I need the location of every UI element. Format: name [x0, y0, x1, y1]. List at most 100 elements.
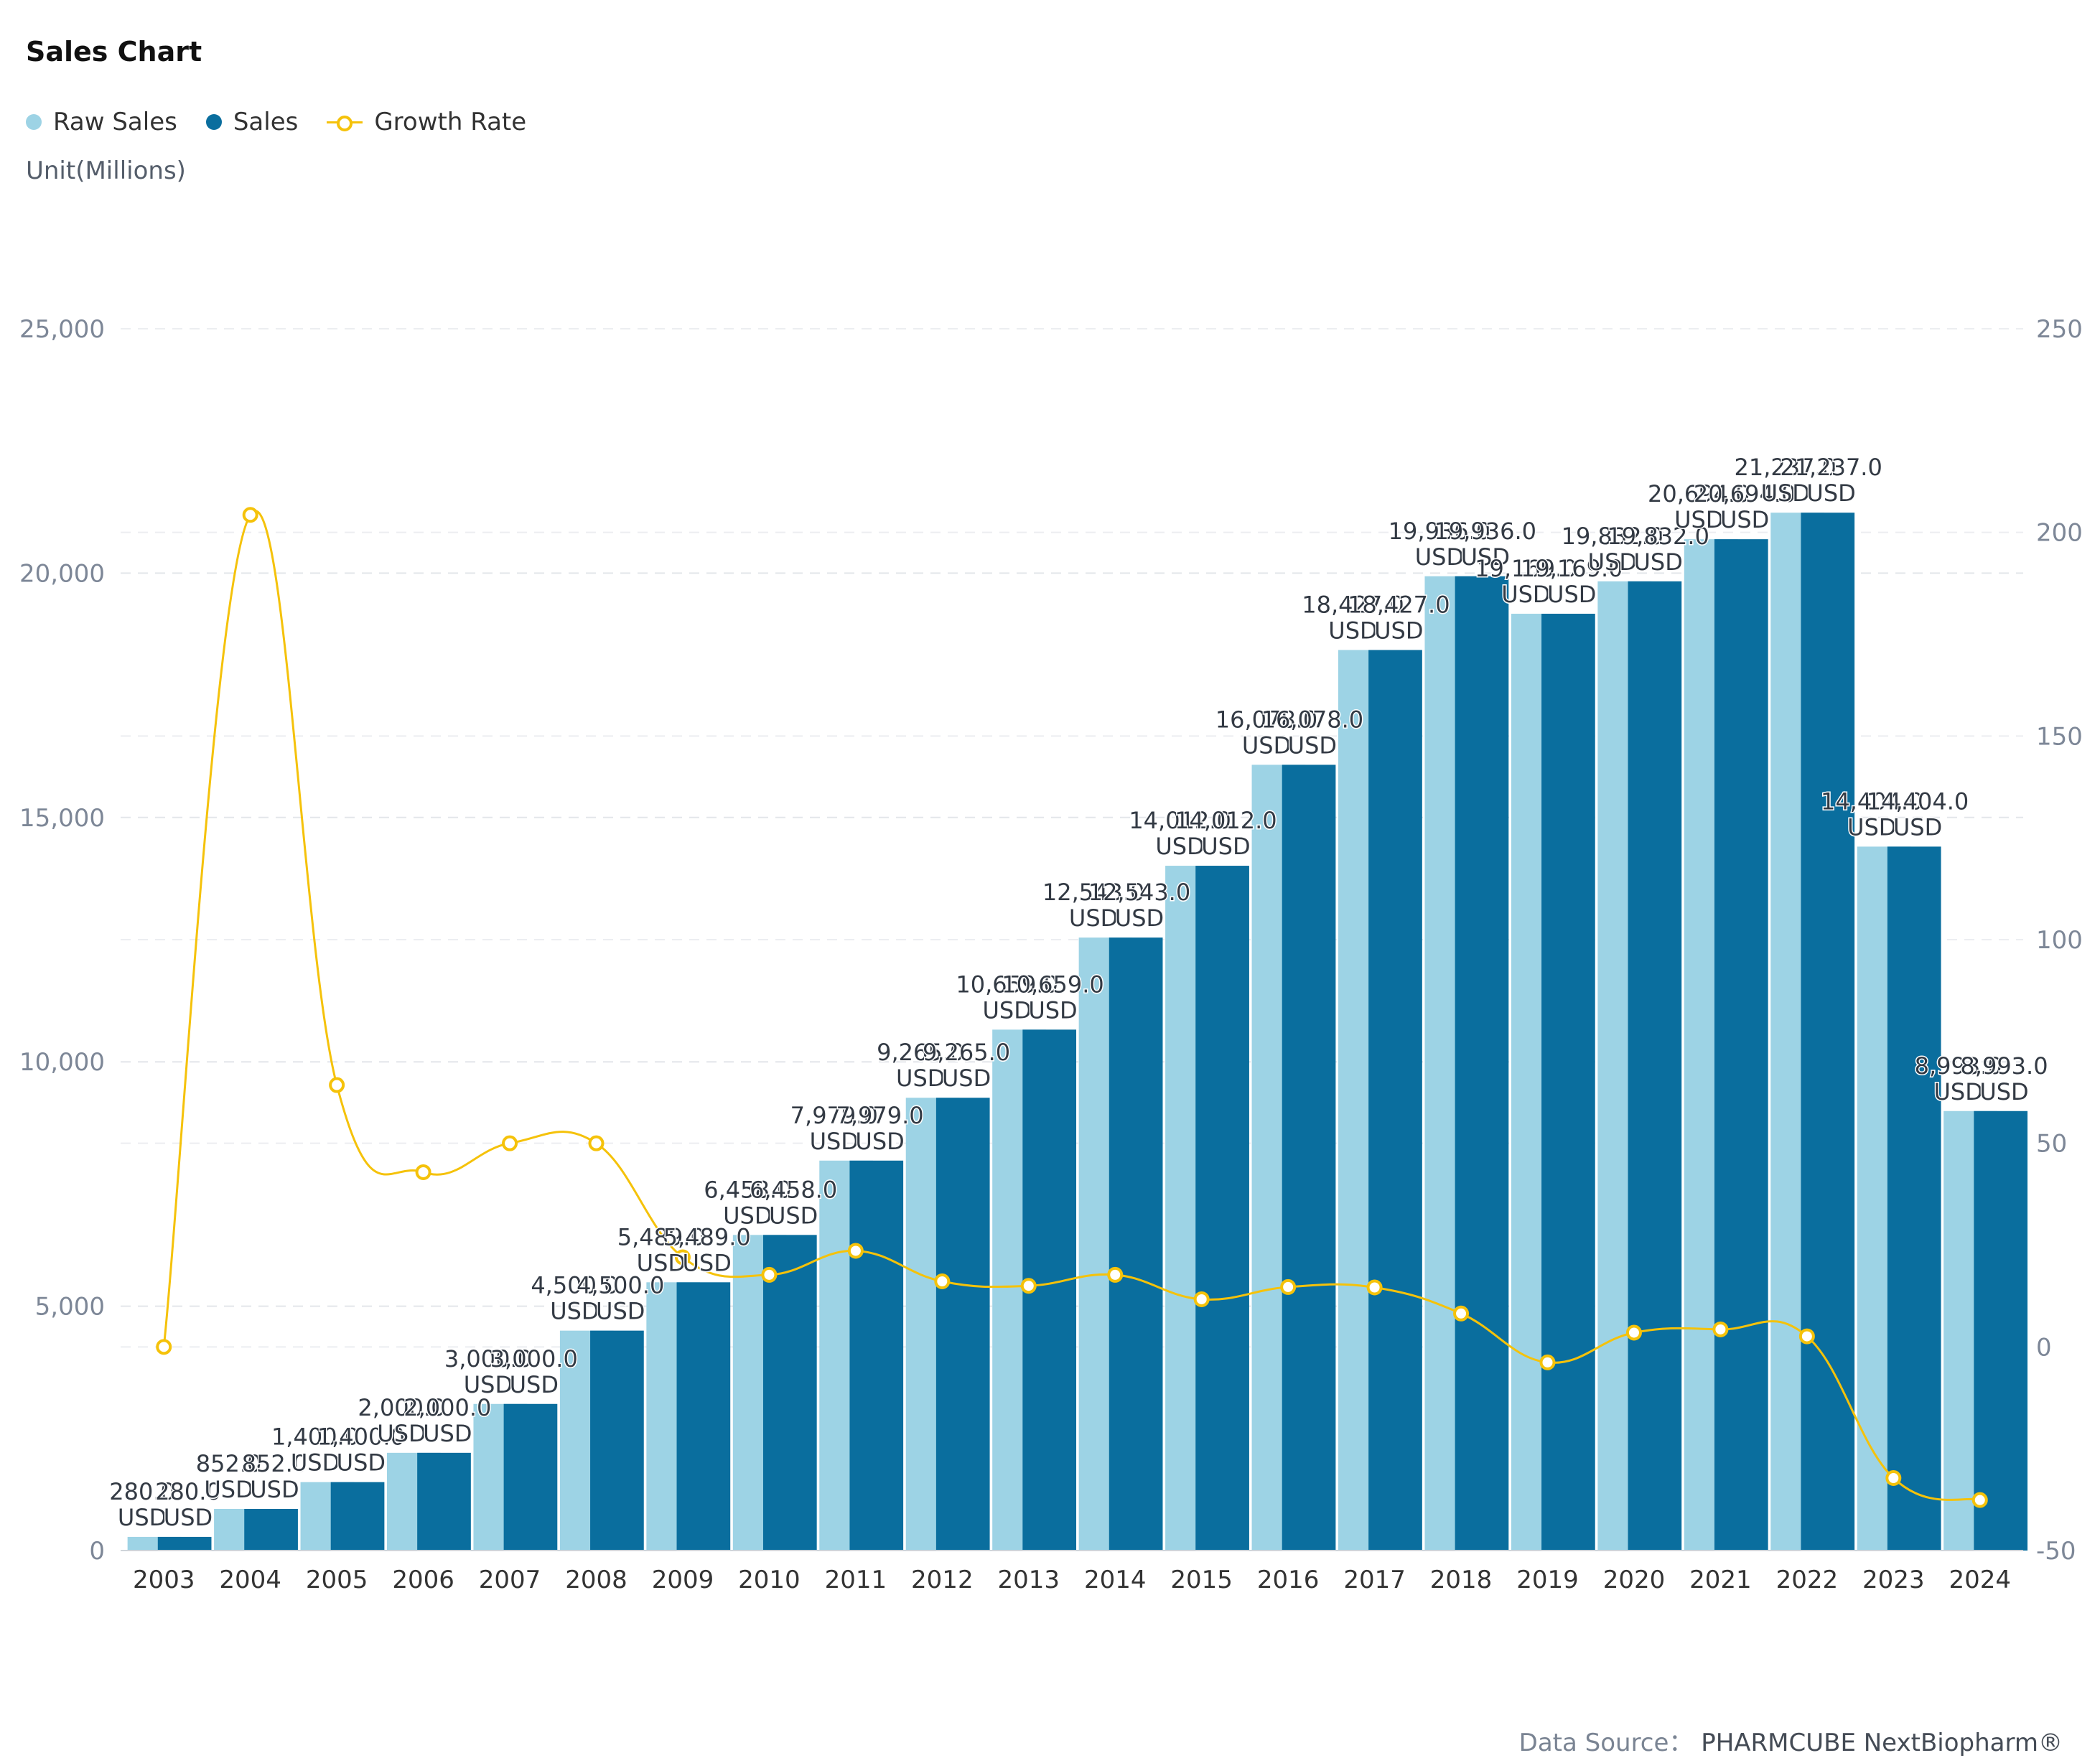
data-label-unit: USD	[1847, 813, 1896, 841]
data-label-value: 5,489.0	[617, 1223, 705, 1250]
growth-rate-point	[761, 1266, 778, 1283]
data-label-value: 7,979.0	[836, 1102, 924, 1129]
x-tick-label: 2021	[1689, 1566, 1752, 1594]
y-left-tick-label: 20,000	[19, 559, 105, 588]
data-label-unit: USD	[723, 1202, 772, 1229]
growth-rate-point	[1280, 1278, 1297, 1295]
data-label-unit: USD	[377, 1420, 426, 1447]
y-right-tick-label: 50	[2036, 1130, 2067, 1159]
growth-rate-point	[329, 1077, 345, 1093]
data-label-unit: USD	[510, 1371, 559, 1398]
data-label-value: 20,694.0	[1694, 480, 1796, 508]
data-label-value: 852.0	[242, 1450, 308, 1477]
legend-label: Raw Sales	[53, 108, 177, 136]
data-label-unit: USD	[1201, 833, 1250, 860]
bar-sales	[1195, 866, 1249, 1551]
data-label-unit: USD	[1720, 506, 1769, 533]
growth-rate-point	[588, 1135, 605, 1151]
data-label-value: 280.0	[155, 1478, 221, 1505]
data-label-unit: USD	[682, 1249, 731, 1276]
growth-rate-point	[1453, 1305, 1470, 1322]
data-label-unit: USD	[1115, 904, 1164, 932]
data-label-unit: USD	[1028, 996, 1077, 1024]
data-label-value: 7,979.0	[790, 1102, 878, 1129]
unit-label: Unit(Millions)	[26, 156, 186, 185]
growth-rate-point	[1107, 1266, 1124, 1283]
data-source-prefix: Data Source：	[1518, 1729, 1694, 1757]
x-tick-label: 2008	[565, 1566, 627, 1594]
x-tick-label: 2007	[479, 1566, 541, 1594]
data-label-value: 18,427.0	[1348, 591, 1450, 618]
data-label-value: 10,659.0	[1002, 971, 1104, 998]
legend-item-raw-sales[interactable]: Raw Sales	[26, 108, 177, 136]
data-label-unit: USD	[1415, 543, 1464, 571]
bar-sales	[1368, 650, 1422, 1551]
data-label-value: 8,993.0	[1960, 1052, 2048, 1080]
data-label-value: 19,936.0	[1434, 518, 1537, 545]
data-label-value: 1,400.0	[271, 1423, 359, 1451]
x-tick-label: 2011	[825, 1566, 887, 1594]
chart-title: Sales Chart	[26, 36, 202, 67]
data-label-value: 1,400.0	[317, 1423, 405, 1451]
data-label-unit: USD	[1069, 904, 1118, 932]
data-label-unit: USD	[637, 1249, 686, 1276]
growth-rate-point	[1798, 1328, 1815, 1345]
data-label-unit: USD	[1547, 581, 1596, 608]
data-label-value: 3,000.0	[444, 1345, 532, 1373]
growth-rate-point	[1193, 1291, 1210, 1307]
line-layer	[156, 507, 1988, 1508]
bar-sales	[244, 1508, 298, 1551]
data-label-value: 6,458.0	[750, 1176, 837, 1203]
growth-rate-point	[674, 1249, 691, 1266]
data-label-value: 14,404.0	[1867, 787, 1969, 815]
data-source-brand: PHARMCUBE NextBiopharm®	[1701, 1729, 2063, 1757]
x-tick-label: 2014	[1084, 1566, 1147, 1594]
y-left-tick-label: 15,000	[19, 804, 105, 833]
data-label-value: 19,936.0	[1389, 518, 1491, 545]
x-tick-label: 2004	[219, 1566, 281, 1594]
data-label-value: 16,078.0	[1215, 706, 1318, 733]
data-label-value: 2,000.0	[358, 1394, 445, 1421]
legend-item-sales[interactable]: Sales	[205, 108, 298, 136]
data-label-value: 19,169.0	[1521, 555, 1623, 582]
y-right-tick-label: 150	[2036, 722, 2083, 751]
data-label-unit: USD	[769, 1202, 818, 1229]
data-label-unit: USD	[118, 1504, 167, 1531]
data-label-value: 20,694.0	[1648, 480, 1750, 508]
data-label-unit: USD	[1761, 480, 1810, 507]
bar-sales	[676, 1282, 731, 1551]
data-label-unit: USD	[942, 1065, 991, 1092]
axis-layer: 0 5,000 10,000 15,000 20,000 25,000 -50 0 50 100 1…	[19, 315, 2083, 1594]
legend-dot-icon	[205, 114, 222, 130]
x-tick-label: 2017	[1343, 1566, 1406, 1594]
data-label-value: 3,000.0	[490, 1345, 578, 1373]
y-right-tick-label: -50	[2036, 1537, 2076, 1566]
legend-item-growth-rate[interactable]: Growth Rate	[327, 108, 526, 136]
bar-sales	[1109, 938, 1163, 1551]
data-label-unit: USD	[550, 1298, 599, 1325]
data-source: Data Source： PHARMCUBE NextBiopharm®	[1519, 1723, 2063, 1758]
data-label-unit: USD	[1328, 617, 1377, 644]
growth-rate-point	[242, 507, 258, 523]
growth-rate-point	[1539, 1354, 1556, 1370]
data-label-unit: USD	[423, 1420, 472, 1447]
data-label-value: 16,078.0	[1261, 706, 1364, 733]
growth-rate-point	[1020, 1278, 1037, 1294]
bar-sales	[849, 1160, 904, 1551]
bar-sales	[1974, 1111, 2028, 1551]
data-label-value: 18,427.0	[1302, 591, 1404, 618]
data-label-unit: USD	[896, 1065, 945, 1092]
legend-label: Growth Rate	[374, 108, 527, 136]
data-label-unit: USD	[1288, 731, 1337, 759]
data-label-unit: USD	[855, 1128, 904, 1155]
data-label-unit: USD	[1806, 480, 1855, 507]
y-right-tick-label: 250	[2036, 315, 2083, 344]
data-label-unit: USD	[1242, 731, 1291, 759]
bar-sales	[1801, 513, 1855, 1551]
data-label-value: 9,265.0	[923, 1039, 1010, 1066]
data-label-value: 14,012.0	[1129, 807, 1231, 834]
legend-line-icon	[327, 114, 363, 131]
y-left-tick-label: 5,000	[35, 1293, 105, 1322]
data-label-unit: USD	[596, 1298, 645, 1325]
data-label-value: 4,500.0	[577, 1272, 664, 1299]
